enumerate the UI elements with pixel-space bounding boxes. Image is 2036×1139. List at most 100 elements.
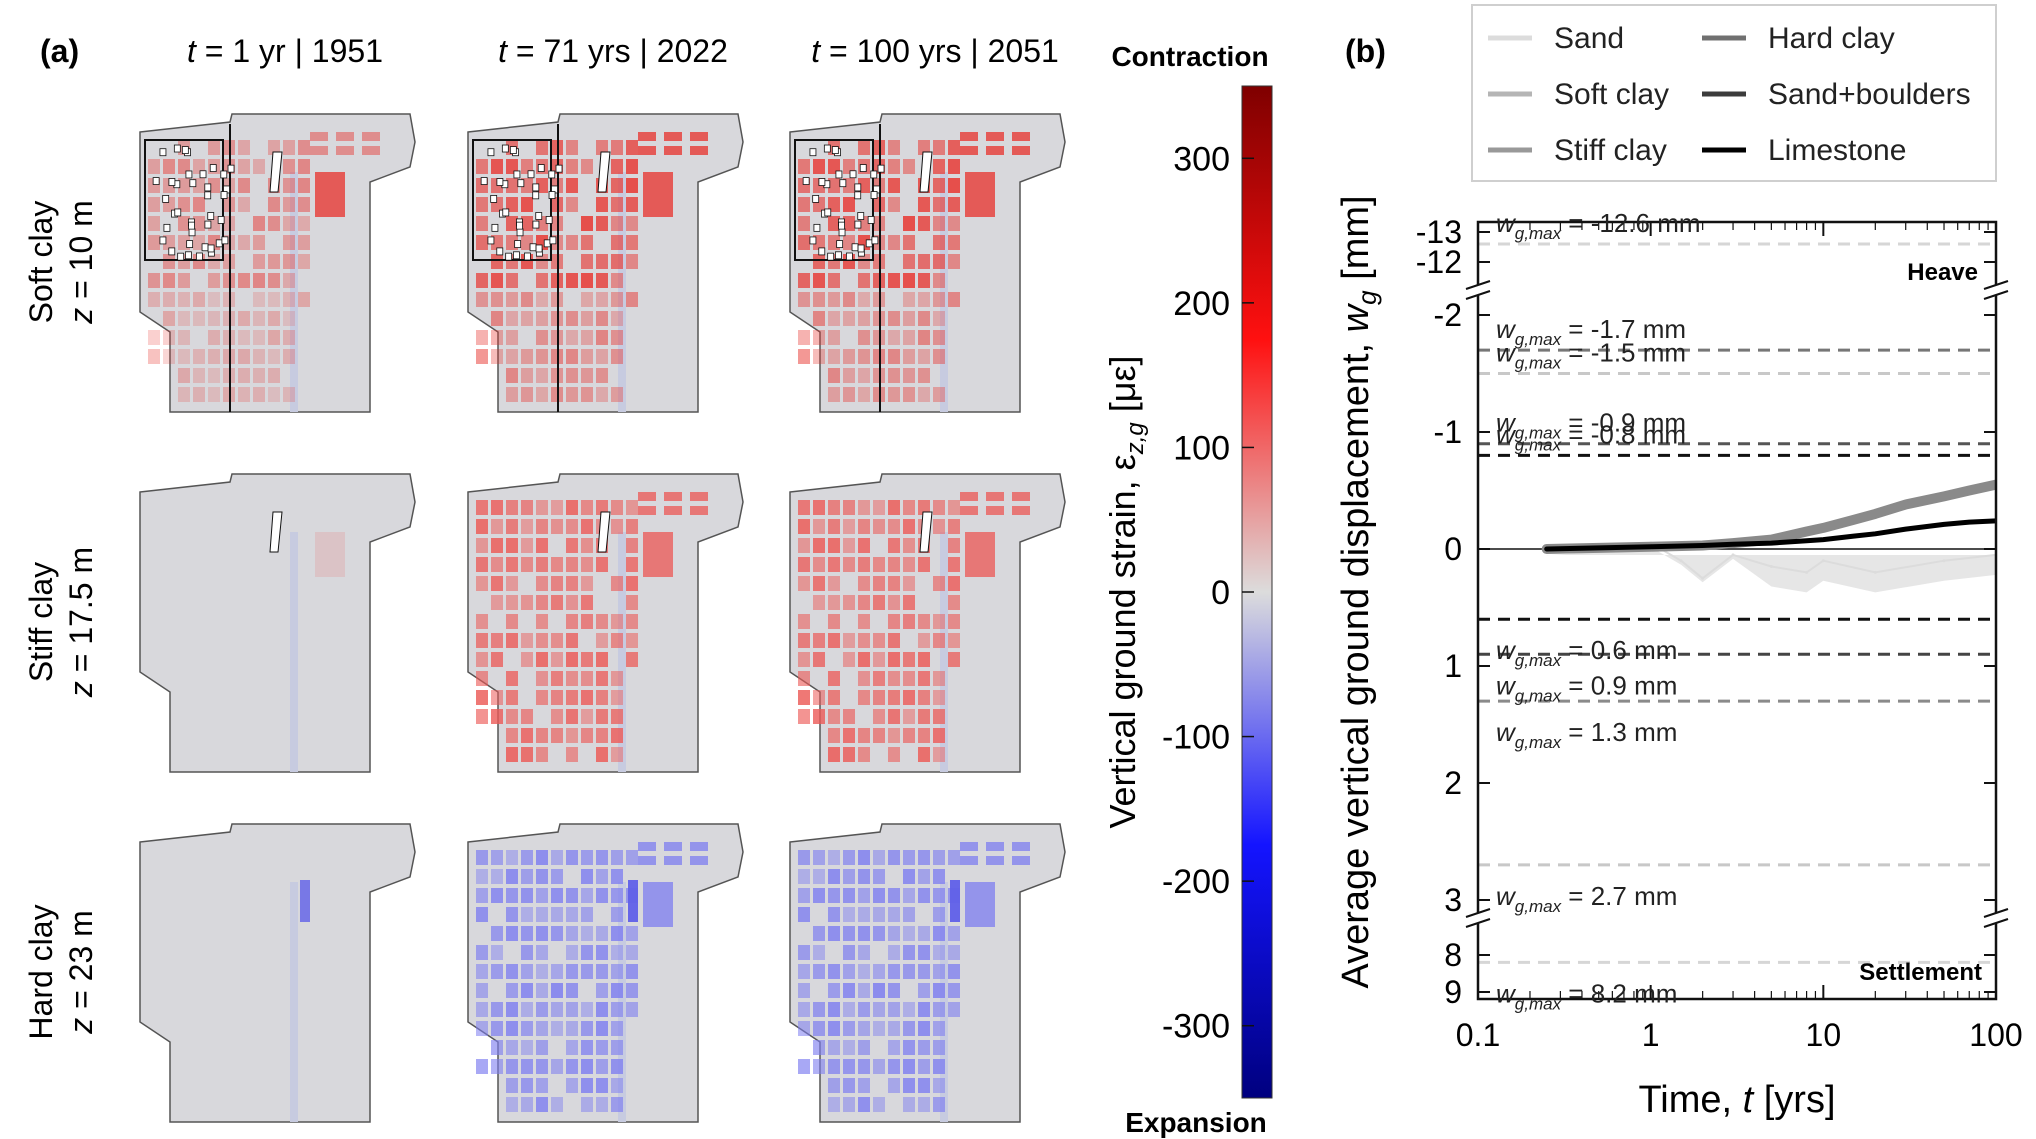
strain-block <box>903 500 915 515</box>
strain-block <box>858 311 870 326</box>
strain-block <box>611 983 623 998</box>
strain-block <box>611 159 623 174</box>
panel-a: (a) t = 1 yr | 1951 t = 71 yrs | 2022 t = … <box>23 33 1273 1138</box>
strain-block <box>193 311 205 326</box>
strain-block <box>843 1097 855 1112</box>
strain-block <box>933 1097 945 1112</box>
row-label-depth-text: = 17.5 m <box>63 547 99 681</box>
strain-block <box>581 576 593 591</box>
strain-block <box>581 709 593 724</box>
strain-block <box>888 519 900 534</box>
strain-block <box>626 983 638 998</box>
strain-block <box>918 349 930 364</box>
building-footprint <box>173 144 181 153</box>
strain-block <box>521 1021 533 1036</box>
strain-block <box>611 926 623 941</box>
strain-block <box>813 292 825 307</box>
strain-block <box>903 907 915 922</box>
strain-block <box>566 368 578 383</box>
strain-block <box>858 850 870 865</box>
strain-block <box>843 519 855 534</box>
strain-block <box>596 945 608 960</box>
strain-block <box>858 964 870 979</box>
wmax-value: = 0.6 mm <box>1561 635 1677 665</box>
settlement-label: Settlement <box>1859 959 1982 986</box>
strain-block <box>521 1097 533 1112</box>
strain-block <box>521 945 533 960</box>
strain-block <box>828 728 840 743</box>
strain-block <box>888 983 900 998</box>
strain-block <box>948 983 960 998</box>
building-footprint <box>527 170 535 179</box>
strain-block <box>828 387 840 402</box>
strain-block <box>491 273 503 288</box>
strain-block <box>873 576 885 591</box>
strain-block <box>536 907 548 922</box>
strain-block <box>581 1040 593 1055</box>
building-footprint <box>548 191 556 199</box>
strain-block <box>611 1021 623 1036</box>
y-tick-label: -1 <box>1434 414 1462 450</box>
strain-block <box>491 1021 503 1036</box>
strain-block <box>566 907 578 922</box>
strain-block <box>208 387 220 402</box>
strain-block <box>888 500 900 515</box>
strain-block <box>828 330 840 345</box>
building-footprint <box>199 170 207 179</box>
series-point <box>1940 493 1948 500</box>
strain-block <box>858 652 870 667</box>
series-point <box>1873 532 1877 536</box>
strain-block <box>581 538 593 553</box>
column-headers: t = 1 yr | 1951 t = 71 yrs | 2022 t = 100 … <box>187 33 1059 69</box>
strain-block <box>888 690 900 705</box>
strain-block <box>933 387 945 402</box>
strain-block <box>626 926 638 941</box>
strain-block <box>813 159 825 174</box>
strain-block <box>506 273 518 288</box>
strain-block <box>813 519 825 534</box>
strain-block <box>918 330 930 345</box>
strain-block <box>828 349 840 364</box>
strain-block <box>521 964 533 979</box>
strain-block <box>521 709 533 724</box>
strain-block <box>873 728 885 743</box>
building-footprint <box>535 212 543 220</box>
building-footprint <box>535 244 543 253</box>
strain-block <box>948 216 960 231</box>
strain-block <box>843 709 855 724</box>
strain-block <box>491 519 503 534</box>
strain-block <box>933 850 945 865</box>
strain-block <box>873 519 885 534</box>
colorbar-tick-label: 200 <box>1173 285 1230 323</box>
strain-block <box>566 652 578 667</box>
building-footprint <box>836 240 844 248</box>
strain-block <box>828 500 840 515</box>
strain-block <box>903 1021 915 1036</box>
wmax-subscript: g,max <box>1515 651 1562 670</box>
strain-block <box>596 254 608 269</box>
strain-block <box>476 292 488 307</box>
building-footprint <box>152 177 160 185</box>
strain-block <box>476 850 488 865</box>
strain-block <box>611 349 623 364</box>
river <box>290 882 298 1122</box>
strain-block <box>843 557 855 572</box>
series-point <box>1769 541 1774 545</box>
strain-block <box>933 888 945 903</box>
building-footprint <box>867 216 875 224</box>
strain-block <box>828 197 840 212</box>
strain-block <box>536 869 548 884</box>
strain-block <box>596 869 608 884</box>
strain-block <box>828 869 840 884</box>
strain-block <box>948 964 960 979</box>
strain-block <box>310 506 328 515</box>
strain-block <box>873 964 885 979</box>
strain-block <box>888 311 900 326</box>
strain-block <box>298 254 310 269</box>
strain-block <box>596 633 608 648</box>
building-footprint <box>870 170 878 179</box>
strain-block <box>581 850 593 865</box>
strain-block <box>626 538 638 553</box>
strain-block <box>903 330 915 345</box>
strain-block <box>163 273 175 288</box>
